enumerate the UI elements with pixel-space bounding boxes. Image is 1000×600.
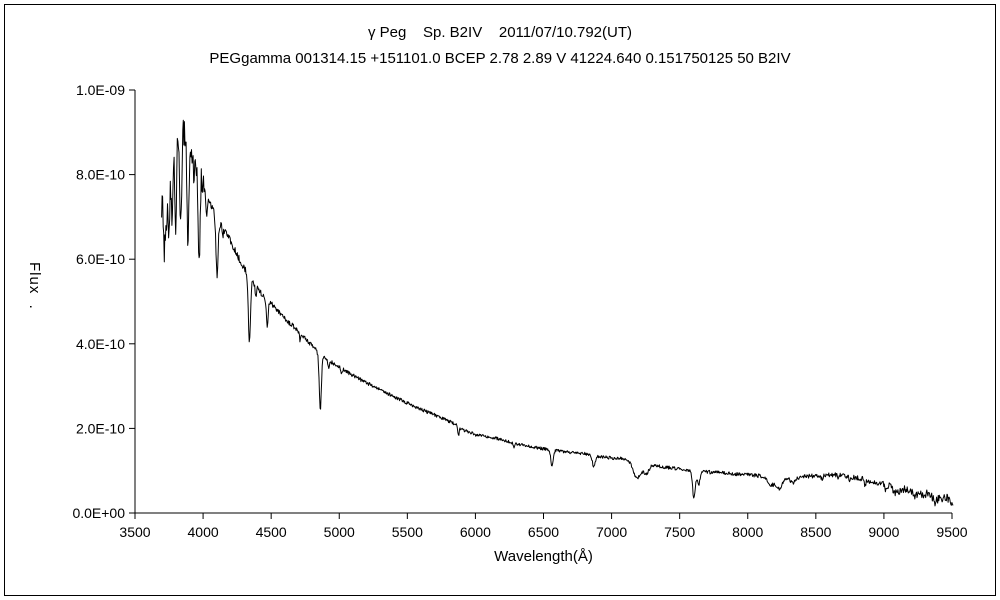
x-tick-label: 8000	[732, 524, 763, 540]
x-tick-label: 6000	[460, 524, 491, 540]
x-tick-label: 6500	[528, 524, 559, 540]
x-tick-label: 7000	[596, 524, 627, 540]
x-tick-label: 3500	[119, 524, 150, 540]
y-tick-label: 6.0E-10	[76, 251, 125, 267]
x-tick-label: 8500	[800, 524, 831, 540]
y-tick-label: 1.0E-09	[76, 82, 125, 98]
x-tick-label: 4500	[256, 524, 287, 540]
y-axis-label: Flux .	[26, 262, 43, 310]
y-tick-label: 4.0E-10	[76, 336, 125, 352]
x-tick-label: 5000	[324, 524, 355, 540]
y-tick-label: 2.0E-10	[76, 420, 125, 436]
y-tick-label: 8.0E-10	[76, 167, 125, 183]
chart-title: γ Peg Sp. B2IV 2011/07/10.792(UT)	[367, 24, 633, 41]
x-tick-label: 7500	[664, 524, 695, 540]
x-axis-label: Wavelength(Å)	[494, 548, 593, 565]
chart-subtitle: PEGgamma 001314.15 +151101.0 BCEP 2.78 2…	[209, 50, 791, 67]
x-tick-label: 9500	[936, 524, 967, 540]
x-tick-label: 5500	[392, 524, 423, 540]
y-tick-label: 0.0E+00	[72, 505, 125, 521]
x-tick-label: 4000	[188, 524, 219, 540]
spectrum-line	[161, 119, 954, 507]
x-tick-label: 9000	[868, 524, 899, 540]
